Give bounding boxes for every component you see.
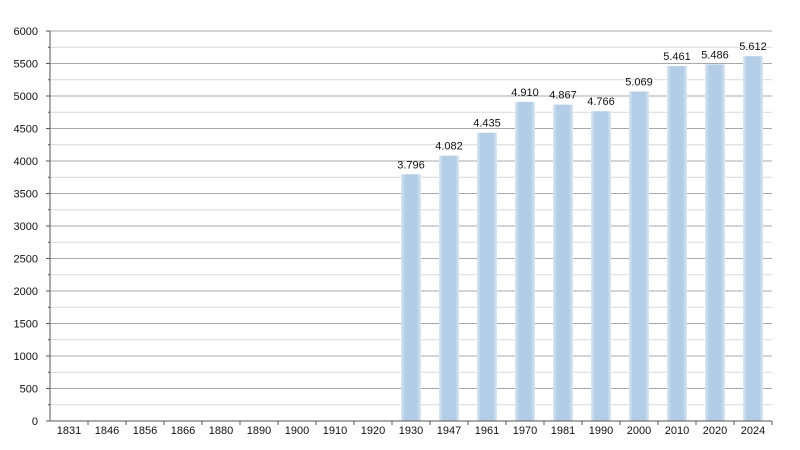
x-tick-label: 1990 — [589, 425, 613, 437]
x-tick-label: 1961 — [475, 425, 499, 437]
bar — [591, 111, 611, 422]
labels: 0 500 1000 1500 2000 2500 3000 3500 4000 4500 5000… — [14, 26, 767, 437]
x-tick-label: 1930 — [399, 425, 423, 437]
y-tick-label: 2000 — [14, 286, 38, 298]
bar-data-label: 5.486 — [701, 49, 729, 61]
bar — [743, 56, 763, 421]
bar-data-label: 5.069 — [625, 77, 653, 89]
x-tick-label: 2020 — [703, 425, 727, 437]
bar — [439, 155, 459, 422]
bars — [401, 56, 763, 422]
bar-data-label: 4.082 — [435, 141, 463, 153]
x-tick-label: 1900 — [285, 425, 309, 437]
x-tick-label: 1981 — [551, 425, 575, 437]
x-tick-label: 1920 — [361, 425, 385, 437]
bar — [629, 91, 649, 421]
x-tick-label: 1831 — [57, 425, 81, 437]
bar — [553, 104, 573, 422]
x-tick-label: 1846 — [95, 425, 119, 437]
bar — [667, 66, 687, 421]
y-tick-label: 4000 — [14, 156, 38, 168]
bar-data-label: 4.910 — [511, 87, 539, 99]
x-tick-label: 2000 — [627, 425, 651, 437]
x-tick-label: 2010 — [665, 425, 689, 437]
axes — [46, 30, 773, 425]
y-tick-label: 1000 — [14, 351, 38, 363]
x-tick-label: 1970 — [513, 425, 537, 437]
x-tick-label: 1866 — [171, 425, 195, 437]
y-tick-label: 3000 — [14, 221, 38, 233]
y-tick-label: 500 — [20, 384, 38, 396]
bar — [477, 132, 497, 421]
y-tick-label: 5000 — [14, 91, 38, 103]
x-tick-label: 1890 — [247, 425, 271, 437]
bar-data-label: 4.435 — [473, 118, 501, 130]
x-tick-label: 1856 — [133, 425, 157, 437]
bar-data-label: 3.796 — [397, 159, 425, 171]
y-tick-label: 6000 — [14, 26, 38, 38]
y-tick-label: 2500 — [14, 254, 38, 266]
y-tick-label: 1500 — [14, 319, 38, 331]
y-tick-label: 5500 — [14, 59, 38, 71]
bar — [401, 174, 421, 421]
x-tick-label: 2024 — [741, 425, 765, 437]
x-tick-label: 1947 — [437, 425, 461, 437]
bar-data-label: 5.612 — [739, 41, 767, 53]
bar-data-label: 5.461 — [663, 51, 691, 63]
bar — [705, 64, 725, 421]
y-tick-label: 0 — [32, 416, 38, 428]
y-tick-label: 3500 — [14, 189, 38, 201]
bar — [515, 101, 535, 421]
y-tick-label: 4500 — [14, 124, 38, 136]
x-tick-label: 1910 — [323, 425, 347, 437]
bar-data-label: 4.766 — [587, 96, 615, 108]
x-tick-label: 1880 — [209, 425, 233, 437]
bar-data-label: 4.867 — [549, 90, 577, 102]
